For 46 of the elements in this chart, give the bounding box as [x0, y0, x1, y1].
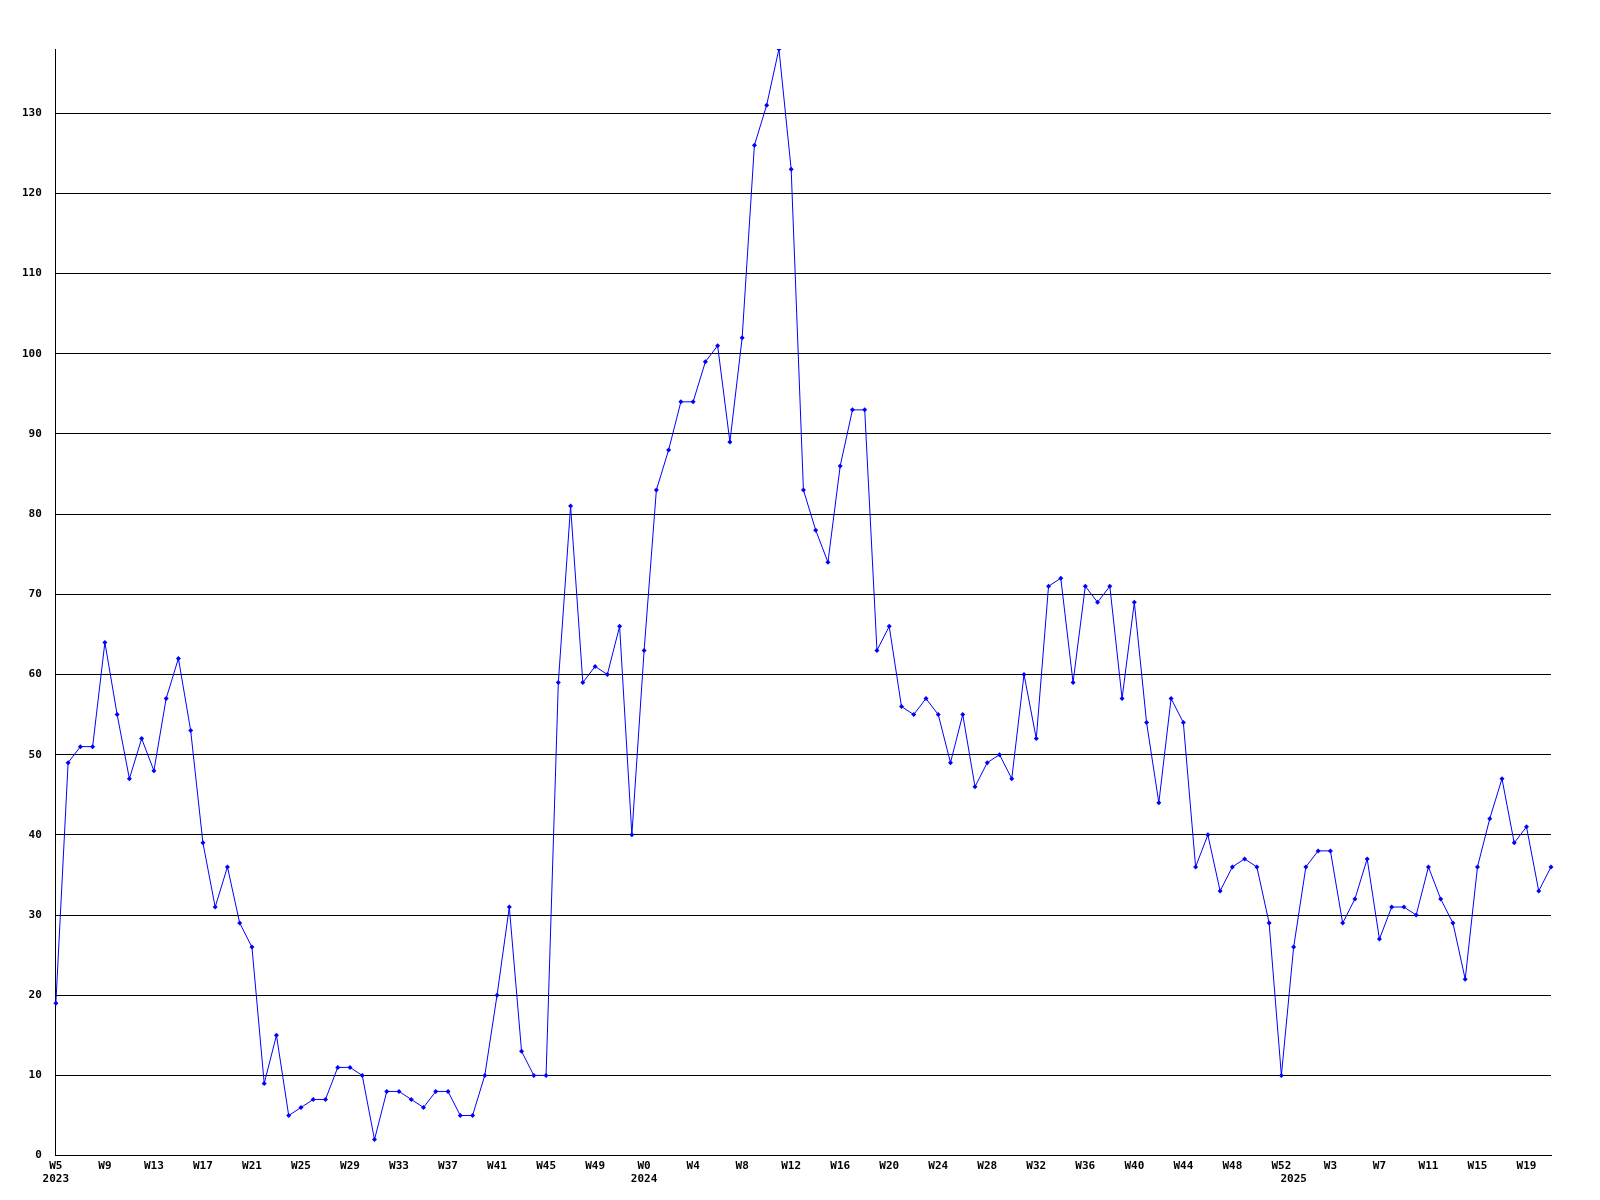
y-tick-label: 60 [28, 667, 42, 681]
x-tick-label: W41 [487, 1159, 508, 1173]
x-tick-label: W44 [1173, 1159, 1194, 1173]
x-tick-label: W17 [192, 1159, 213, 1173]
x-tick-label: W8 [735, 1159, 749, 1173]
y-tick-label: 40 [28, 827, 42, 841]
x-tick-label: W52 [1271, 1159, 1292, 1173]
x-tick-label: W37 [438, 1159, 458, 1173]
x-tick-label: W29 [340, 1159, 360, 1173]
x-tick-label: W49 [585, 1159, 606, 1173]
y-tick-label: 120 [21, 186, 42, 200]
x-tick-label: W4 [686, 1159, 701, 1173]
y-tick-label: 70 [28, 587, 42, 601]
x-tick-label: W45 [536, 1159, 557, 1173]
y-tick-label: 50 [28, 747, 42, 761]
x-tick-label: W25 [291, 1159, 311, 1173]
x-tick-label: W28 [977, 1159, 998, 1173]
x-tick-label: W11 [1418, 1159, 1439, 1173]
x-tick-label: W40 [1124, 1159, 1145, 1173]
x-tick-label: W12 [781, 1159, 802, 1173]
y-tick-label: 0 [35, 1148, 42, 1162]
x-tick-label: W20 [879, 1159, 900, 1173]
x-tick-label: W21 [242, 1159, 263, 1173]
x-tick-label: W3 [1323, 1159, 1338, 1173]
y-tick-label: 130 [21, 106, 42, 120]
x-tick-label: W19 [1516, 1159, 1537, 1173]
y-tick-label: 80 [28, 506, 42, 520]
y-tick-label: 30 [28, 907, 42, 921]
x-tick-label: W16 [830, 1159, 851, 1173]
y-tick-label: 100 [21, 346, 42, 360]
x-tick-label: W15 [1467, 1159, 1488, 1173]
y-tick-label: 110 [21, 266, 42, 280]
y-tick-label: 90 [28, 426, 42, 440]
x-tick-label: W0 2024 [630, 1159, 658, 1186]
x-tick-label: W13 [143, 1159, 164, 1173]
x-tick-label: 2025 [1280, 1172, 1307, 1186]
x-tick-label: W5 2023 [42, 1159, 70, 1186]
x-tick-label: W36 [1075, 1159, 1096, 1173]
x-tick-label: W9 [98, 1159, 112, 1173]
x-tick-label: W48 [1222, 1159, 1243, 1173]
x-tick-label: W7 [1372, 1159, 1387, 1173]
y-tick-label: 10 [28, 1068, 42, 1082]
y-tick-label: 20 [28, 988, 42, 1002]
x-tick-label: W33 [389, 1159, 409, 1173]
x-tick-label: W32 [1026, 1159, 1047, 1173]
x-tick-label: W24 [928, 1159, 949, 1173]
